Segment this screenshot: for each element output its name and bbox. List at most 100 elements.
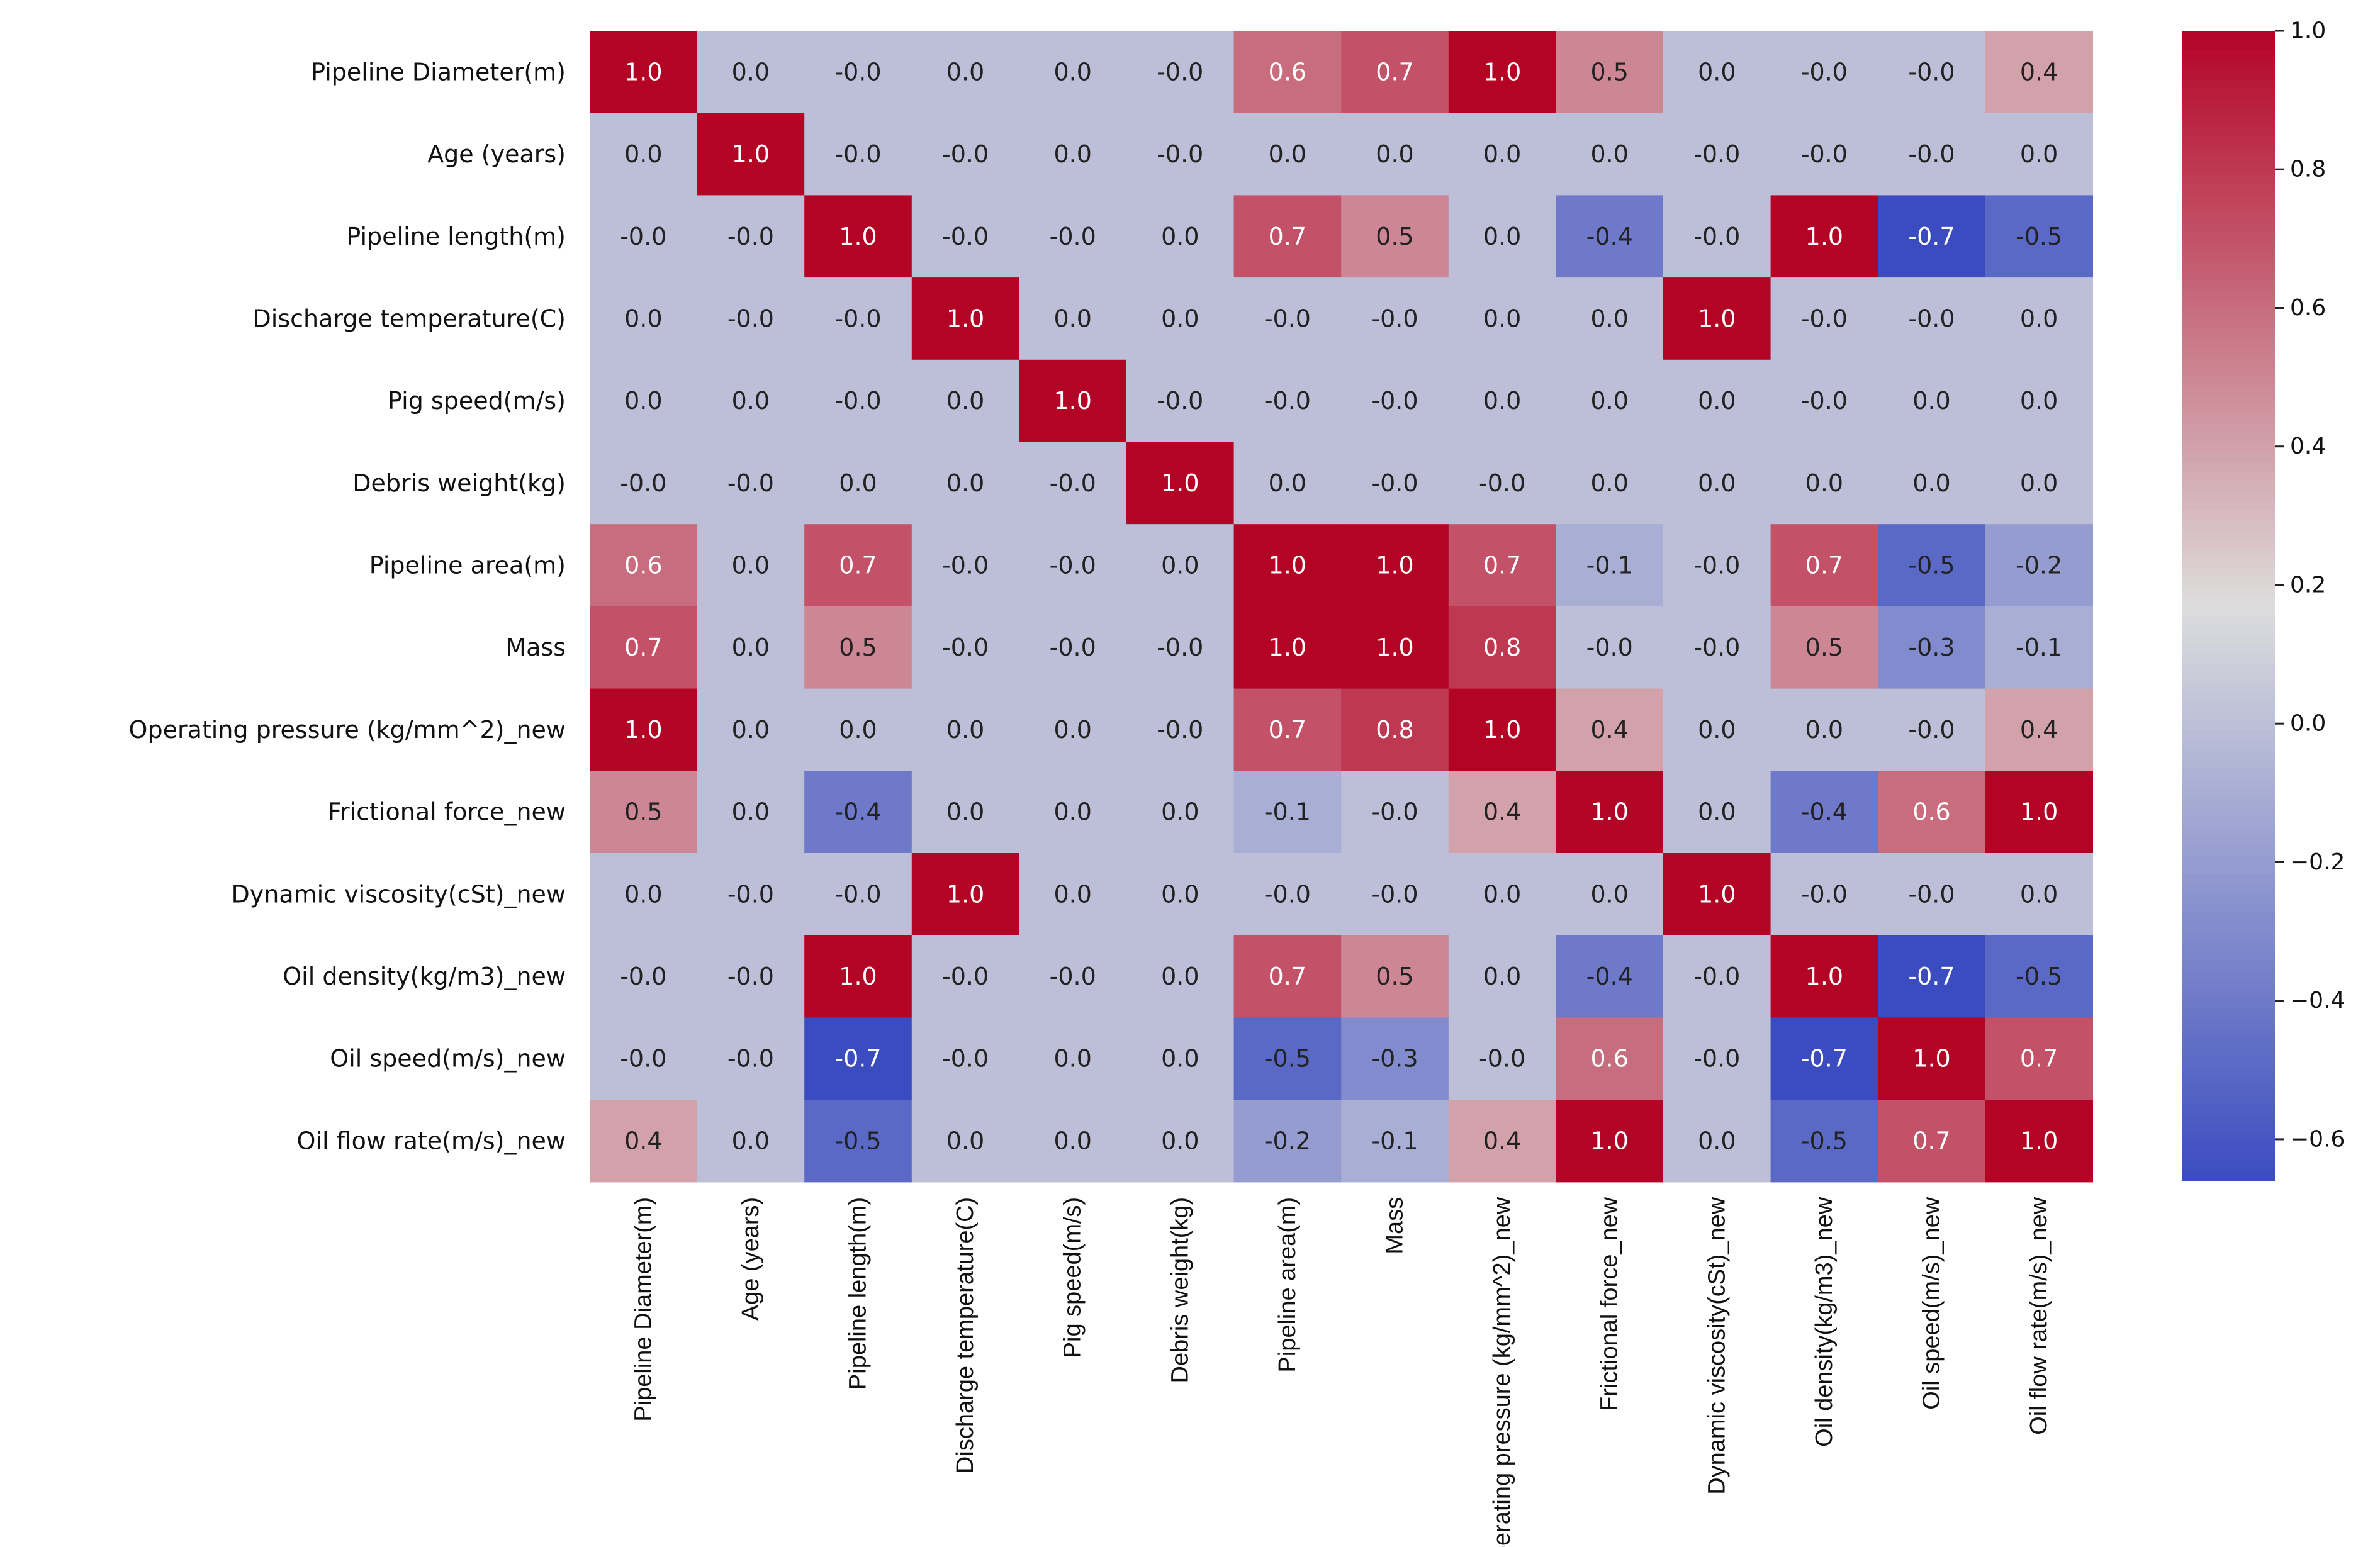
heatmap-cell — [1663, 1100, 1771, 1183]
heatmap-cell-value: 0.0 — [624, 304, 662, 332]
colorbar-segment — [2182, 40, 2275, 51]
heatmap-cell-value: -0.0 — [1371, 387, 1418, 415]
heatmap-cell — [1878, 442, 1986, 525]
heatmap-cell — [697, 113, 805, 196]
heatmap-cell — [1878, 1100, 1986, 1183]
heatmap-cell-value: 0.0 — [946, 798, 984, 826]
heatmap-cell — [1878, 935, 1986, 1018]
heatmap-cell-value: -0.0 — [834, 880, 881, 908]
heatmap-cell — [1663, 1017, 1771, 1100]
colorbar-segment — [2182, 1171, 2275, 1181]
x-tick-label: Oil density(kg/m3)_new — [1811, 1197, 1838, 1447]
heatmap-cell — [697, 524, 805, 607]
heatmap-cell — [1770, 935, 1878, 1018]
heatmap-cell — [1126, 853, 1235, 936]
heatmap-cell-value: -0.0 — [1801, 304, 1848, 332]
heatmap-cell — [1448, 195, 1556, 278]
heatmap-cell — [1770, 1100, 1878, 1183]
colorbar-segment — [2182, 577, 2275, 588]
heatmap-cell — [1663, 195, 1771, 278]
y-tick-label: Oil speed(m/s)_new — [330, 1045, 566, 1073]
heatmap-cell — [1341, 1017, 1449, 1100]
heatmap-cell — [804, 524, 912, 607]
heatmap-cell-value: 0.0 — [732, 552, 770, 579]
colorbar-segment — [2182, 394, 2275, 405]
colorbar-segment — [2182, 864, 2275, 875]
heatmap-cell — [1985, 442, 2093, 525]
heatmap-cell-value: 0.5 — [1376, 223, 1413, 250]
colorbar-segment — [2182, 59, 2275, 70]
heatmap-cell — [1341, 195, 1449, 278]
heatmap-cell-value: -0.0 — [834, 58, 881, 86]
heatmap-cell — [590, 853, 698, 936]
colorbar-segment — [2182, 817, 2275, 827]
x-tick-label: Mass — [1382, 1197, 1408, 1254]
colorbar-segment — [2182, 31, 2275, 41]
heatmap-cell — [1019, 113, 1127, 196]
heatmap-cell — [1341, 31, 1449, 114]
y-tick-label: Discharge temperature(C) — [253, 304, 566, 332]
colorbar-segment — [2182, 1008, 2275, 1019]
heatmap-cell — [911, 606, 1019, 690]
colorbar-segment — [2182, 136, 2275, 147]
heatmap-cell — [697, 31, 805, 114]
heatmap-cell-value: -0.0 — [1264, 387, 1311, 415]
y-tick-label: Pig speed(m/s) — [388, 387, 566, 415]
heatmap-cell-value: 0.7 — [1269, 223, 1306, 250]
colorbar-segment — [2182, 481, 2275, 491]
colorbar-segment — [2182, 405, 2275, 415]
heatmap-cell — [590, 1100, 698, 1183]
colorbar-segment — [2182, 88, 2275, 99]
heatmap-cell — [1341, 277, 1449, 360]
colorbar-segment — [2182, 491, 2275, 501]
heatmap-cell-value: -0.0 — [1586, 634, 1633, 661]
colorbar-segment — [2182, 615, 2275, 626]
heatmap-cell — [1126, 688, 1235, 771]
heatmap-cell — [1233, 359, 1342, 443]
heatmap-cell — [697, 277, 805, 360]
colorbar-segment — [2182, 730, 2275, 740]
heatmap-cell — [1019, 853, 1127, 936]
heatmap-cell — [1341, 688, 1449, 771]
heatmap-cell-value: 1.0 — [1269, 552, 1306, 579]
heatmap-cell — [1448, 688, 1556, 771]
heatmap-cell — [804, 442, 912, 525]
colorbar-segment — [2182, 318, 2275, 328]
heatmap-cell-value: 0.0 — [1161, 798, 1199, 826]
heatmap-cell-value: -0.0 — [1050, 223, 1096, 250]
heatmap-cell-value: -0.0 — [1157, 140, 1203, 168]
x-tick-label: Pig speed(m/s) — [1060, 1197, 1086, 1358]
heatmap-cell — [1233, 31, 1342, 114]
heatmap-cell — [1233, 277, 1342, 360]
heatmap-cell — [1770, 688, 1878, 771]
heatmap-cell-value: -0.0 — [620, 223, 666, 250]
heatmap-cell-value: -0.0 — [727, 223, 774, 250]
heatmap-cell — [1770, 359, 1878, 443]
heatmap-cell — [1448, 1100, 1556, 1183]
heatmap-cell — [1985, 771, 2093, 854]
heatmap-cell-value: -0.7 — [834, 1045, 881, 1073]
colorbar-segment — [2182, 98, 2275, 108]
heatmap-cell-value: 0.5 — [1376, 963, 1413, 990]
heatmap-cell — [697, 1017, 805, 1100]
heatmap-cell-value: -0.0 — [1479, 1045, 1525, 1073]
x-tick-label: Discharge temperature(C) — [952, 1197, 979, 1473]
heatmap-cell — [1556, 113, 1664, 196]
colorbar-segment — [2182, 443, 2275, 453]
heatmap-cell — [1126, 442, 1235, 525]
y-tick-label: Pipeline area(m) — [369, 552, 566, 579]
heatmap-cell-value: 0.7 — [1269, 963, 1306, 990]
heatmap-cell-value: 0.7 — [1376, 58, 1413, 86]
heatmap-cell-value: -0.1 — [1371, 1127, 1418, 1154]
heatmap-cell — [1126, 771, 1235, 854]
heatmap-cell-value: 0.0 — [1161, 963, 1199, 990]
heatmap-cell-value: 0.4 — [624, 1127, 662, 1154]
heatmap-cell — [1448, 442, 1556, 525]
heatmap-cell-values: 1.0 0.0 -0.0 0.0 0.0 -0.0 0.6 0.7 1.0 0.5 0.0 -0.0 -… — [620, 58, 2062, 1154]
heatmap-cell-value: -0.0 — [1157, 716, 1203, 744]
heatmap-cell-value: -0.5 — [834, 1127, 881, 1154]
heatmap-cell-value: 0.4 — [2020, 58, 2058, 86]
colorbar-segment — [2182, 184, 2275, 194]
colorbar-segment — [2182, 883, 2275, 894]
heatmap-cell-value: 0.7 — [2020, 1045, 2058, 1073]
